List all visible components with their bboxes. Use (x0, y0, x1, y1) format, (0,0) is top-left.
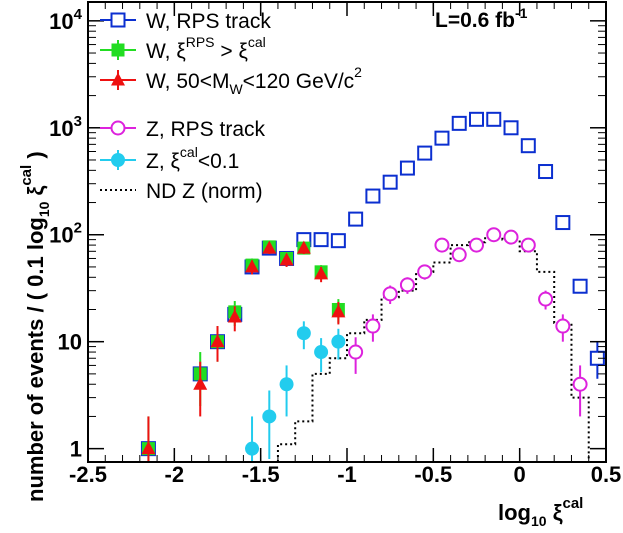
series-4-point (314, 345, 329, 360)
series-5-step-line (276, 236, 590, 462)
series-3-point (486, 227, 502, 243)
legend-entry-1: W, ξRPS > ξcal (100, 34, 266, 63)
series-3-point (538, 291, 554, 307)
series-2 (141, 240, 346, 462)
series-3-point (434, 237, 450, 253)
y-tick-label: 102 (49, 220, 82, 248)
plot-frame: -2.5 -2 -1.5 -1 -0.5 0 0.5 1 10 102 103 104 (49, 1, 622, 487)
series-3-point (451, 247, 467, 263)
series-0-point (469, 111, 484, 127)
series-2-point (262, 240, 277, 254)
luminosity-box (424, 2, 606, 42)
y-tick-label: 1 (70, 437, 82, 462)
series-2-point (245, 259, 260, 273)
legend-swatch-marker (111, 72, 125, 86)
series-2-point (296, 240, 311, 254)
series-3-point (348, 344, 364, 360)
legend-entry-4: Z, ξcal<0.1 (100, 144, 239, 173)
legend-entry-5: ND Z (norm) (100, 180, 263, 203)
series-4-point (296, 326, 311, 341)
legend-entry-2: W, 50<MW<120 GeV/c2 (100, 64, 362, 97)
series-2-point (210, 334, 225, 348)
series-3-point (572, 376, 588, 392)
y-tick-label: 104 (49, 6, 82, 34)
series-0-point (520, 138, 536, 154)
series-0-point (538, 164, 554, 180)
legend-label: W, 50<MW<120 GeV/c2 (146, 64, 362, 97)
luminosity-label: L=0.6 fb-1 (435, 5, 528, 32)
series-2-point (314, 266, 329, 280)
series-3-point (520, 237, 536, 253)
series-3-point (417, 264, 433, 280)
series-3-point (365, 318, 381, 334)
legend-swatch-marker (110, 12, 126, 28)
y-tick-label: 103 (49, 113, 82, 141)
series-3 (348, 227, 588, 417)
x-axis-title: log10 ξcal (498, 495, 583, 529)
series-4-point (262, 409, 277, 424)
series-0-point (572, 278, 588, 294)
series-0-point (503, 120, 519, 136)
x-tick-label: -2.5 (69, 462, 107, 487)
x-tick-label: 0.5 (591, 462, 622, 487)
x-tick-label: -0.5 (414, 462, 452, 487)
series-4-point (279, 377, 294, 392)
series-2-point (193, 376, 208, 390)
legend-label: W, RPS track (146, 10, 271, 33)
series-0-point (486, 111, 502, 127)
series-3-point (399, 277, 415, 293)
series-2-point (227, 309, 242, 323)
series-3-point (555, 318, 571, 334)
series-0-point (348, 211, 364, 227)
series-2-point (279, 252, 294, 266)
series-3-point (469, 237, 484, 253)
series-0-point (451, 115, 467, 131)
series-4 (245, 321, 346, 462)
legend-swatch-marker (111, 153, 125, 167)
plot-data (140, 111, 605, 462)
legend-entry-0: W, RPS track (100, 10, 271, 33)
x-tick-label: -1.5 (242, 462, 280, 487)
series-0-point (330, 233, 346, 249)
legend-label: Z, RPS track (146, 118, 266, 141)
series-3-point (382, 286, 398, 302)
legend-label: W, ξRPS > ξcal (146, 34, 266, 63)
series-0-point (365, 188, 381, 204)
series-0-point (313, 232, 329, 248)
x-tick-label: 0 (514, 462, 526, 487)
legend-box (86, 0, 326, 210)
y-axis-title: number of events / ( 0.1 log10 ξcal ) (18, 151, 52, 502)
legend-swatch-marker (111, 43, 125, 57)
legend-label: ND Z (norm) (146, 180, 263, 203)
legend-swatch-marker (110, 120, 126, 136)
series-0-point (382, 174, 398, 190)
series-2-point (141, 441, 156, 455)
legend-label: Z, ξcal<0.1 (146, 144, 239, 173)
series-4-point (245, 441, 260, 456)
series-0-point (434, 130, 450, 146)
series-3-point (503, 229, 519, 245)
series-0-point (417, 145, 433, 161)
legend-entry-3: Z, RPS track (100, 118, 266, 141)
series-4-point (331, 334, 346, 349)
series-0-point (555, 215, 571, 231)
y-tick-label: 10 (58, 330, 82, 355)
x-tick-label: -1 (337, 462, 357, 487)
x-tick-label: -2 (165, 462, 185, 487)
series-2-point (331, 304, 346, 318)
series-0-point (399, 160, 415, 176)
